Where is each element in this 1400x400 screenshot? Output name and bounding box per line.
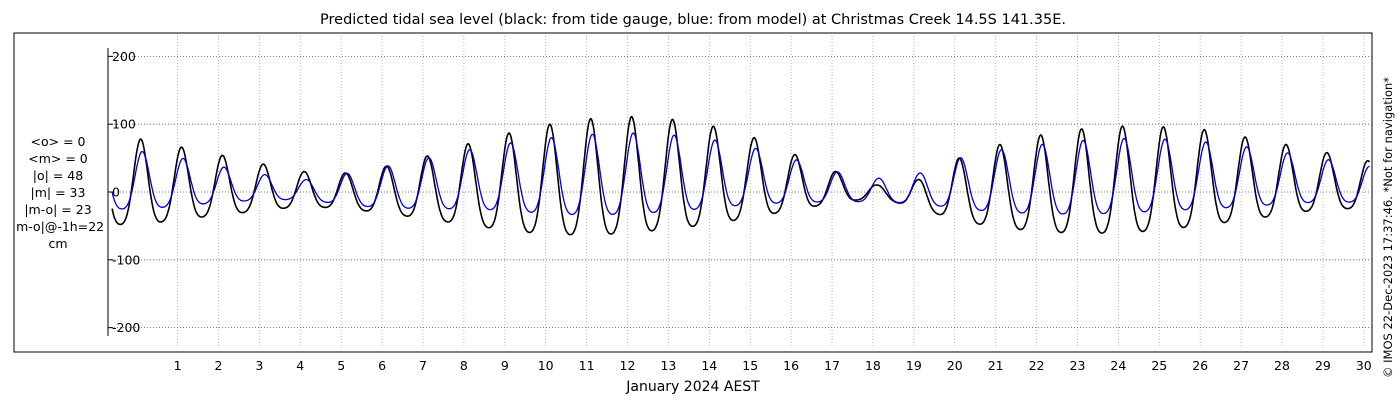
x-tick-label: 2 xyxy=(214,358,222,373)
grid-lines xyxy=(108,36,1372,348)
x-tick-label: 23 xyxy=(1070,358,1086,373)
chart-title: Predicted tidal sea level (black: from t… xyxy=(320,12,1066,28)
y-tick-label: 0 xyxy=(112,185,120,200)
x-tick-label: 3 xyxy=(255,358,263,373)
x-tick-label: 28 xyxy=(1274,358,1290,373)
stats-panel: <o> = 0 <m> = 0 |o| = 48 |m| = 33 |m-o| … xyxy=(12,134,104,251)
outer-frame xyxy=(13,32,1373,353)
x-axis-label: January 2024 AEST xyxy=(625,379,760,395)
x-tick-label: 1 xyxy=(174,358,182,373)
x-tick-label: 21 xyxy=(988,358,1004,373)
x-tick-label: 18 xyxy=(865,358,881,373)
stat-mean-observed: <o> = 0 xyxy=(31,134,86,149)
x-tick-label: 14 xyxy=(701,358,717,373)
x-tick-label: 19 xyxy=(906,358,922,373)
series-model-line xyxy=(111,132,1370,216)
x-tick-label: 11 xyxy=(579,358,595,373)
x-tick-label: 6 xyxy=(378,358,386,373)
y-tick-label: 100 xyxy=(112,117,136,132)
y-tick-label: -200 xyxy=(112,320,140,335)
stat-mean-model: <m> = 0 xyxy=(28,151,88,166)
x-tick-label: 25 xyxy=(1151,358,1167,373)
x-tick-label: 29 xyxy=(1315,358,1331,373)
x-tick-label: 16 xyxy=(783,358,799,373)
x-tick-label: 27 xyxy=(1233,358,1249,373)
stat-abs-model: |m| = 33 xyxy=(31,185,86,200)
stat-abs-diff: |m-o| = 23 xyxy=(24,202,91,217)
stat-abs-diff-lag: |m-o|@-1h=22 xyxy=(12,219,104,234)
stat-unit: cm xyxy=(48,236,67,251)
x-tick-label: 7 xyxy=(419,358,427,373)
stat-abs-observed: |o| = 48 xyxy=(33,168,83,183)
x-tick-label: 15 xyxy=(742,358,758,373)
x-tick-label: 5 xyxy=(337,358,345,373)
x-tick-label: 17 xyxy=(824,358,840,373)
x-tick-label: 22 xyxy=(1029,358,1045,373)
x-tick-label: 20 xyxy=(947,358,963,373)
y-tick-label: 200 xyxy=(112,49,136,64)
x-tick-label: 9 xyxy=(501,358,509,373)
y-tick-label: -100 xyxy=(112,252,140,267)
x-tick-label: 12 xyxy=(620,358,636,373)
credit-text: © IMOS 22-Dec-2023 17:37:46. *Not for na… xyxy=(1381,77,1395,378)
x-tick-label: 26 xyxy=(1192,358,1208,373)
x-tick-label: 8 xyxy=(460,358,468,373)
axes xyxy=(107,48,113,336)
x-tick-label: 10 xyxy=(538,358,554,373)
x-tick-label: 13 xyxy=(660,358,676,373)
series-tide-gauge-line xyxy=(111,115,1371,236)
series-lines xyxy=(111,115,1371,236)
x-tick-label: 30 xyxy=(1356,358,1372,373)
x-tick-label: 24 xyxy=(1110,358,1126,373)
x-tick-label: 4 xyxy=(296,358,304,373)
